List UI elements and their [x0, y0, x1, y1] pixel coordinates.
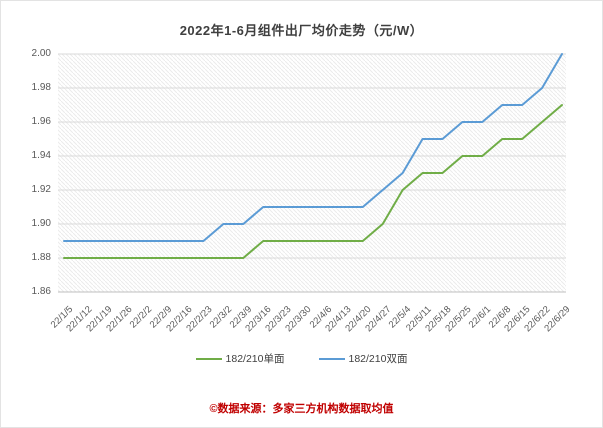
y-axis-tick-label: 1.88 [31, 252, 51, 263]
x-axis-tick-label: 22/6/29 [542, 304, 573, 335]
y-axis-tick-label: 1.86 [31, 286, 51, 297]
legend-label-single: 182/210单面 [225, 353, 285, 365]
legend-label-double: 182/210双面 [348, 353, 408, 365]
legend-line-swatch-single [195, 357, 222, 360]
series-line-0 [63, 104, 563, 259]
legend-item-double: 182/210双面 [318, 351, 408, 366]
y-axis-tick-label: 1.92 [31, 184, 51, 195]
y-axis-tick-label: 1.96 [31, 116, 51, 127]
y-axis-tick-label: 1.98 [31, 82, 51, 93]
chart-title: 2022年1-6月组件出厂均价走势（元/W） [179, 23, 424, 38]
legend-item-single: 182/210单面 [195, 351, 285, 366]
y-axis-tick-label: 1.90 [31, 218, 51, 229]
legend: 182/210单面 182/210双面 [1, 351, 602, 366]
footer-source-note: ©数据来源：多家三方机构数据取均值 [209, 403, 394, 415]
y-axis-tick-label: 1.94 [31, 150, 51, 161]
plot-hatch-background [58, 54, 566, 292]
y-axis-tick-label: 2.00 [31, 48, 51, 59]
legend-line-swatch-double [318, 357, 345, 360]
series-line-1 [63, 53, 563, 242]
